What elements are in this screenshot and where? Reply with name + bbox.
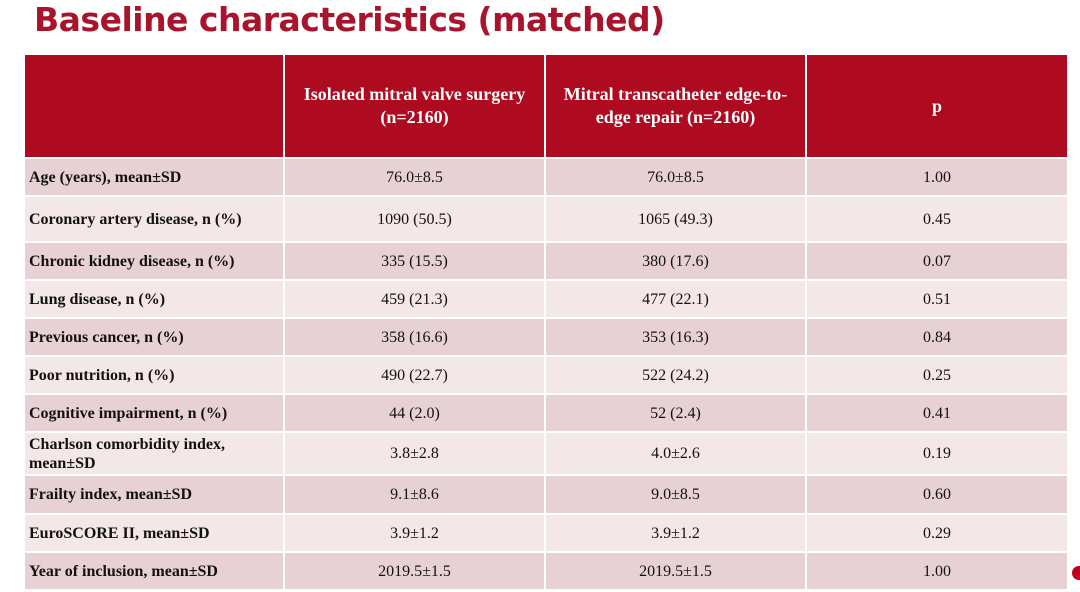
table-row: Poor nutrition, n (%) 490 (22.7) 522 (24.2… bbox=[25, 355, 1067, 393]
corner-dot bbox=[1072, 566, 1080, 580]
cell: 0.60 bbox=[807, 474, 1067, 513]
row-label: Previous cancer, n (%) bbox=[25, 317, 285, 355]
cell: 3.8±2.8 bbox=[285, 431, 546, 474]
row-label: Age (years), mean±SD bbox=[25, 157, 285, 195]
table-body: Age (years), mean±SD 76.0±8.5 76.0±8.5 1.00… bbox=[25, 157, 1067, 589]
table-row: EuroSCORE II, mean±SD 3.9±1.2 3.9±1.2 0.29 bbox=[25, 513, 1067, 551]
table-row: Chronic kidney disease, n (%) 335 (15.5) 3… bbox=[25, 241, 1067, 279]
row-label: EuroSCORE II, mean±SD bbox=[25, 513, 285, 551]
cell: 0.51 bbox=[807, 279, 1067, 317]
table-row: Frailty index, mean±SD 9.1±8.6 9.0±8.5 0.60 bbox=[25, 474, 1067, 513]
cell: 4.0±2.6 bbox=[546, 431, 807, 474]
row-label: Cognitive impairment, n (%) bbox=[25, 393, 285, 431]
cell: 353 (16.3) bbox=[546, 317, 807, 355]
cell: 522 (24.2) bbox=[546, 355, 807, 393]
cell: 0.25 bbox=[807, 355, 1067, 393]
cell: 2019.5±1.5 bbox=[546, 551, 807, 589]
row-label: Poor nutrition, n (%) bbox=[25, 355, 285, 393]
cell: 1090 (50.5) bbox=[285, 195, 546, 241]
cell: 459 (21.3) bbox=[285, 279, 546, 317]
row-label: Year of inclusion, mean±SD bbox=[25, 551, 285, 589]
slide-title: Baseline characteristics (matched) bbox=[34, 0, 665, 39]
cell: 76.0±8.5 bbox=[285, 157, 546, 195]
cell: 52 (2.4) bbox=[546, 393, 807, 431]
cell: 1.00 bbox=[807, 157, 1067, 195]
cell: 490 (22.7) bbox=[285, 355, 546, 393]
baseline-table: Isolated mitral valve surgery (n=2160) Mi… bbox=[25, 55, 1067, 589]
column-header: Mitral transcatheter edge-to-edge repair… bbox=[546, 55, 807, 157]
cell: 0.19 bbox=[807, 431, 1067, 474]
cell: 0.29 bbox=[807, 513, 1067, 551]
header-row: Isolated mitral valve surgery (n=2160) Mi… bbox=[25, 55, 1067, 157]
row-label: Coronary artery disease, n (%) bbox=[25, 195, 285, 241]
cell: 358 (16.6) bbox=[285, 317, 546, 355]
cell: 0.84 bbox=[807, 317, 1067, 355]
row-label: Lung disease, n (%) bbox=[25, 279, 285, 317]
table-row: Cognitive impairment, n (%) 44 (2.0) 52 (2… bbox=[25, 393, 1067, 431]
column-header: Isolated mitral valve surgery (n=2160) bbox=[285, 55, 546, 157]
cell: 1065 (49.3) bbox=[546, 195, 807, 241]
table-row: Lung disease, n (%) 459 (21.3) 477 (22.1) 0… bbox=[25, 279, 1067, 317]
row-label: Frailty index, mean±SD bbox=[25, 474, 285, 513]
cell: 3.9±1.2 bbox=[546, 513, 807, 551]
cell: 335 (15.5) bbox=[285, 241, 546, 279]
table-row: Coronary artery disease, n (%) 1090 (50.5… bbox=[25, 195, 1067, 241]
table-row: Charlson comorbidity index, mean±SD 3.8±2… bbox=[25, 431, 1067, 474]
cell: 9.1±8.6 bbox=[285, 474, 546, 513]
row-label: Charlson comorbidity index, mean±SD bbox=[25, 431, 285, 474]
row-label: Chronic kidney disease, n (%) bbox=[25, 241, 285, 279]
cell: 1.00 bbox=[807, 551, 1067, 589]
cell: 44 (2.0) bbox=[285, 393, 546, 431]
table-row: Age (years), mean±SD 76.0±8.5 76.0±8.5 1.00 bbox=[25, 157, 1067, 195]
cell: 76.0±8.5 bbox=[546, 157, 807, 195]
cell: 0.45 bbox=[807, 195, 1067, 241]
cell: 477 (22.1) bbox=[546, 279, 807, 317]
cell: 0.07 bbox=[807, 241, 1067, 279]
cell: 0.41 bbox=[807, 393, 1067, 431]
cell: 3.9±1.2 bbox=[285, 513, 546, 551]
cell: 2019.5±1.5 bbox=[285, 551, 546, 589]
column-header bbox=[25, 55, 285, 157]
cell: 380 (17.6) bbox=[546, 241, 807, 279]
cell: 9.0±8.5 bbox=[546, 474, 807, 513]
table-row: Previous cancer, n (%) 358 (16.6) 353 (16.… bbox=[25, 317, 1067, 355]
table-row: Year of inclusion, mean±SD 2019.5±1.5 2019… bbox=[25, 551, 1067, 589]
column-header: p bbox=[807, 55, 1067, 157]
